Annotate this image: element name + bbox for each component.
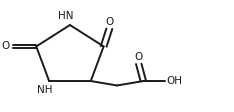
Text: O: O (105, 16, 113, 27)
Text: O: O (2, 41, 10, 51)
Text: HN: HN (58, 11, 73, 21)
Text: O: O (135, 52, 143, 62)
Text: NH: NH (37, 85, 52, 96)
Text: OH: OH (166, 76, 182, 86)
